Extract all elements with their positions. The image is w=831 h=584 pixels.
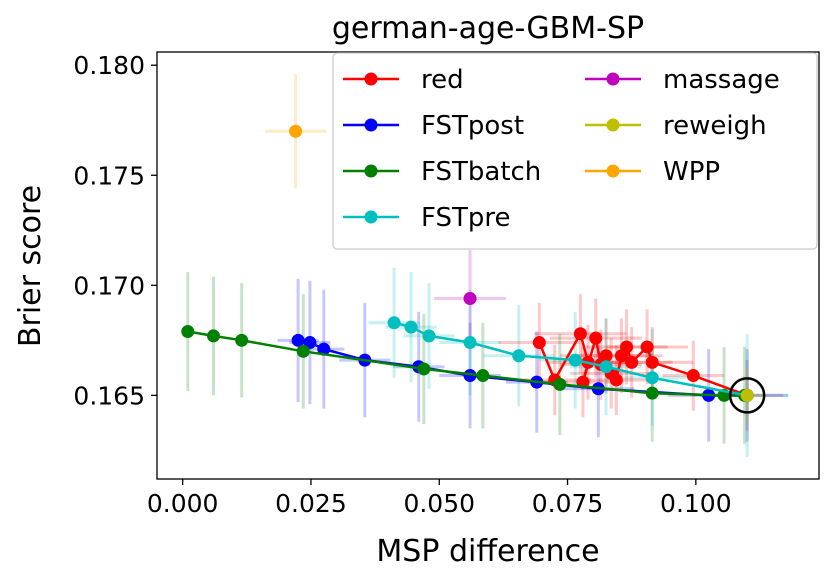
chart-title: german-age-GBM-SP	[332, 11, 644, 46]
x-axis-label: MSP difference	[376, 534, 599, 569]
marker-fstpost	[291, 333, 305, 347]
legend-label-massage: massage	[663, 65, 780, 95]
legend-marker-wpp	[606, 164, 620, 178]
legend-label-red: red	[421, 65, 464, 95]
series-line-fstbatch	[187, 330, 745, 397]
marker-fstbatch	[645, 386, 659, 400]
legend-label-fstbatch: FSTbatch	[421, 157, 541, 187]
legend-label-fstpre: FSTpre	[421, 203, 511, 233]
legend-marker-fstbatch	[364, 164, 378, 178]
y-axis-label: Brier score	[13, 185, 48, 347]
marker-red	[589, 331, 603, 345]
highlight-circle	[728, 377, 766, 414]
axes: 0.000 0.025 0.050 0.075 0.100 0.165 0.170 0.175…	[73, 51, 820, 518]
marker-red	[620, 340, 634, 354]
marker-fstpre	[512, 349, 526, 363]
marker-red	[686, 369, 700, 383]
marker-red	[532, 336, 546, 350]
marker-fstbatch	[206, 329, 220, 343]
marker-fstpost	[463, 369, 477, 383]
marker-wpp	[289, 124, 303, 138]
legend-box	[332, 52, 818, 250]
marker-reweigh	[740, 388, 754, 402]
marker-fstpre	[599, 360, 613, 374]
legend-marker-massage	[606, 72, 620, 86]
plot-area	[181, 74, 789, 457]
marker-fstpost	[317, 342, 331, 356]
marker-fstpre	[568, 353, 582, 367]
marker-fstpre	[387, 316, 401, 330]
marker-fstbatch	[417, 362, 431, 376]
marker-red	[625, 355, 639, 369]
marker-red	[573, 327, 587, 341]
x-tick-label: 0.050	[403, 489, 475, 518]
marker-fstbatch	[235, 333, 249, 347]
y-tick-label: 0.180	[73, 51, 145, 80]
legend-marker-reweigh	[606, 118, 620, 132]
y-tick-label: 0.175	[73, 161, 145, 190]
x-tick-label: 0.025	[275, 489, 347, 518]
legend-marker-fstpre	[364, 210, 378, 224]
legend-marker-red	[364, 72, 378, 86]
marker-massage	[463, 292, 477, 306]
y-tick-label: 0.170	[73, 271, 145, 300]
marker-fstbatch	[181, 325, 195, 339]
marker-fstpre	[422, 329, 436, 343]
marker-fstbatch	[296, 344, 310, 358]
legend-marker-fstpost	[364, 118, 378, 132]
marker-fstpre	[645, 371, 659, 385]
x-tick-label: 0.075	[532, 489, 604, 518]
marker-red	[599, 349, 613, 363]
marker-fstbatch	[553, 377, 567, 391]
legend-label-fstpost: FSTpost	[421, 111, 524, 141]
axes-frame	[156, 51, 820, 480]
marker-fstbatch	[476, 369, 490, 383]
x-tick-label: 0.000	[147, 489, 219, 518]
legend: red FSTpost FSTbatch FSTpre massage reweigh WP…	[332, 52, 818, 250]
marker-fstpre	[463, 336, 477, 350]
marker-red	[645, 355, 659, 369]
x-tick-label: 0.100	[660, 489, 732, 518]
marker-fstpost	[303, 336, 317, 350]
legend-label-wpp: WPP	[663, 157, 720, 187]
marker-red	[640, 340, 654, 354]
marker-red	[609, 373, 623, 387]
marker-fstpre	[404, 320, 418, 334]
legend-label-reweigh: reweigh	[663, 111, 767, 141]
y-tick-label: 0.165	[73, 381, 145, 410]
